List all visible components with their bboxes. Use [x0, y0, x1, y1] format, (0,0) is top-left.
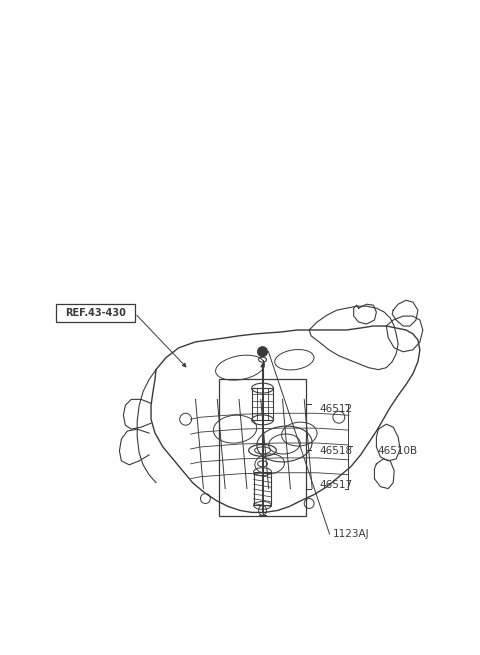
Circle shape [258, 346, 267, 357]
Text: 46518: 46518 [320, 446, 353, 456]
Text: 46512: 46512 [320, 403, 353, 414]
Text: 46510B: 46510B [378, 446, 418, 456]
FancyBboxPatch shape [56, 305, 135, 322]
Text: 46517: 46517 [320, 479, 353, 490]
Text: 1123AJ: 1123AJ [333, 529, 369, 539]
Bar [253, 472, 271, 506]
Bar [219, 379, 306, 516]
Bar [252, 388, 274, 420]
Text: REF.43-430: REF.43-430 [65, 309, 126, 318]
